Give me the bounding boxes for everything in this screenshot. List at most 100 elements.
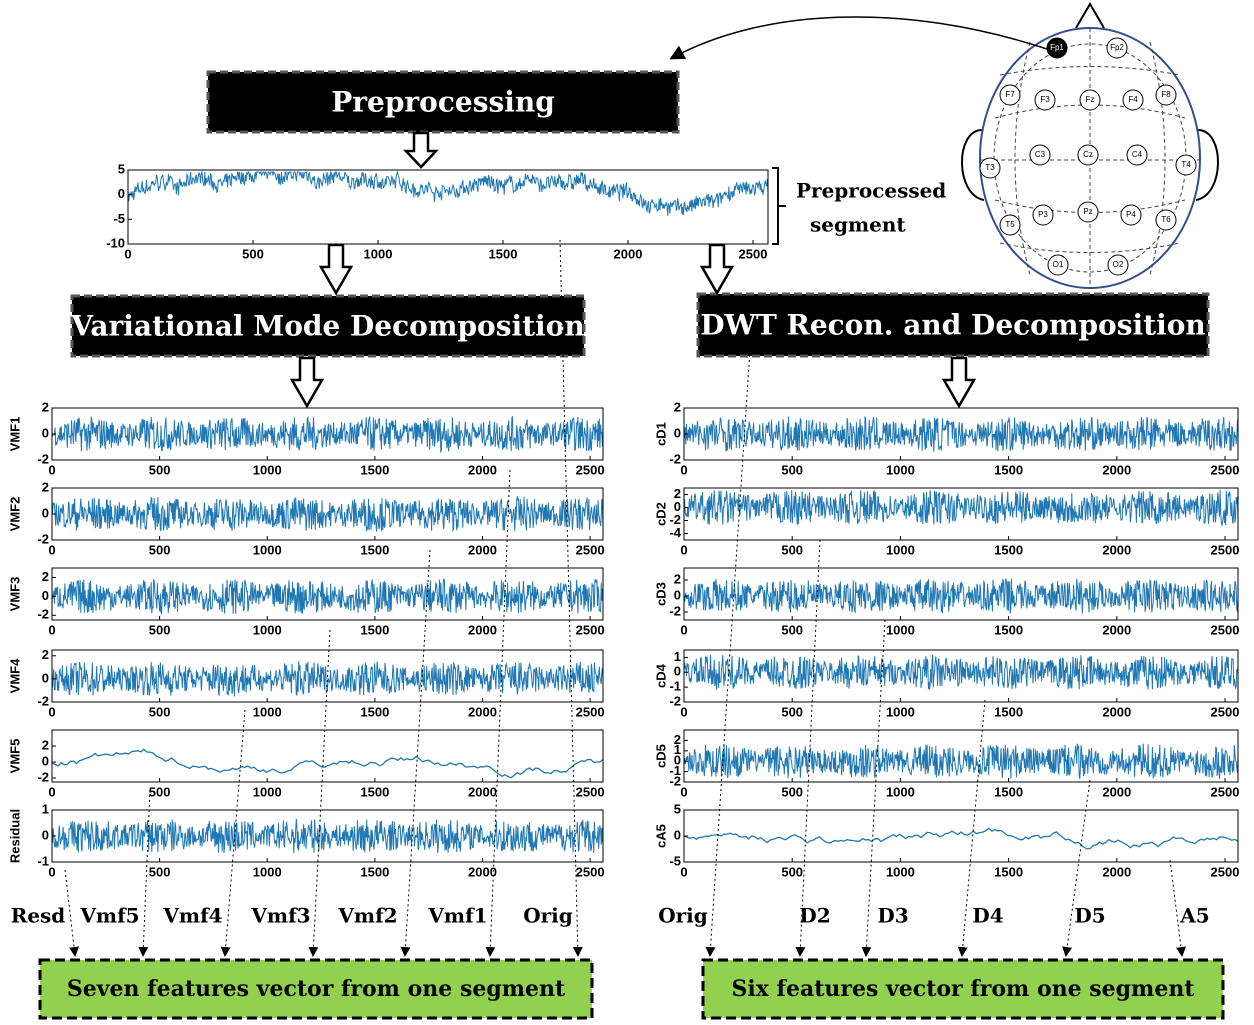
electrode-label: Fz [1086,95,1095,104]
electrode-label: F8 [1161,90,1171,99]
x-tick-label: 2500 [1211,784,1240,799]
feature-label: Vmf5 [79,904,139,928]
electrode-label: O2 [1113,260,1124,269]
electrode-label: Fp2 [1110,43,1124,52]
x-tick-label: 1000 [886,704,915,719]
electrode-label: C4 [1132,150,1143,159]
electrode-label: F4 [1128,95,1138,104]
x-tick-label: 2000 [1102,864,1131,879]
x-tick-label: 2000 [468,864,497,879]
y-tick-label: 1 [42,801,49,816]
feature-arrow [1066,780,1090,955]
seven-features-label: Seven features vector from one segment [67,976,566,1002]
electrode-label: F3 [1040,95,1050,104]
y-tick-label: 0 [42,670,49,685]
y-tick-label: 0 [118,186,125,201]
x-tick-label: 1000 [253,542,282,557]
y-tick-label: 0 [674,827,681,842]
x-tick-label: 2500 [576,622,605,637]
y-axis-label: cD4 [653,663,668,688]
y-tick-label: -5 [669,853,681,868]
y-tick-label: 0 [42,588,49,603]
waveform [52,416,603,451]
x-tick-label: 1500 [994,784,1023,799]
x-tick-label: 1500 [360,704,389,719]
feature-label: D5 [1074,904,1105,928]
y-tick-label: -1 [37,853,49,868]
y-tick-label: -1 [669,679,681,694]
x-tick-label: 1500 [994,704,1023,719]
x-tick-label: 0 [680,542,687,557]
y-tick-label: 2 [674,571,681,586]
electrode-label: O1 [1053,260,1064,269]
feature-arrow [65,870,75,955]
y-tick-label: -2 [37,451,49,466]
diagram: Preprocessing Variational Mode Decomposi… [0,0,1254,1025]
y-tick-label: 0 [42,753,49,768]
x-tick-label: 1000 [886,622,915,637]
x-tick-label: 2500 [576,864,605,879]
electrode-label: T6 [1161,215,1171,224]
plot-frame [684,810,1238,862]
x-tick-label: 2500 [1211,704,1240,719]
x-tick-label: 2000 [1102,784,1131,799]
y-axis-label: VMF4 [7,658,22,693]
dwt-label: DWT Recon. and Decomposition [700,309,1206,342]
y-tick-label: 2 [42,737,49,752]
x-tick-label: 1000 [253,704,282,719]
y-axis-label: VMF3 [7,577,22,612]
waveform [52,819,603,853]
x-tick-label: 1500 [994,864,1023,879]
x-tick-label: 0 [680,622,687,637]
x-tick-label: 2500 [739,246,768,261]
x-tick-label: 500 [149,462,171,477]
electrode-label: T3 [985,163,995,172]
electrode-label: C3 [1035,150,1046,159]
electrode-label: Fp1 [1050,43,1064,52]
waveform [684,490,1238,525]
x-tick-label: 500 [781,704,803,719]
y-tick-label: 0 [674,587,681,602]
plot-frame [684,568,1238,620]
x-tick-label: 1000 [886,542,915,557]
feature-label: Resd [11,904,66,928]
preprocessed-label: Preprocessed [796,179,946,203]
waveform [52,661,603,696]
y-tick-label: 2 [42,647,49,662]
feature-arrow [405,550,430,955]
y-tick-label: -2 [37,531,49,546]
y-axis-label: VMF2 [7,497,22,532]
waveform [684,744,1238,779]
y-tick-label: -2 [37,693,49,708]
y-tick-label: 2 [42,479,49,494]
x-tick-label: 1500 [994,462,1023,477]
y-tick-label: 2 [42,569,49,584]
x-tick-label: 1000 [253,622,282,637]
x-tick-label: 500 [781,622,803,637]
feature-label: D2 [799,904,830,928]
x-tick-label: 1000 [253,784,282,799]
y-tick-label: 0 [42,827,49,842]
x-tick-label: 500 [149,704,171,719]
x-tick-label: 500 [781,864,803,879]
x-tick-label: 2000 [468,622,497,637]
waveform [128,172,768,216]
flow-arrows [292,133,974,406]
x-tick-label: 2500 [576,542,605,557]
y-tick-label: 5 [118,161,125,176]
y-tick-label: -2 [669,451,681,466]
x-tick-label: 1500 [994,542,1023,557]
x-tick-label: 2000 [1102,462,1131,477]
x-tick-label: 500 [781,542,803,557]
electrode-label: F7 [1005,90,1015,99]
x-tick-label: 2500 [576,704,605,719]
y-axis-label: cD2 [653,502,668,526]
x-tick-label: 0 [48,704,55,719]
x-tick-label: 0 [48,864,55,879]
y-tick-label: 2 [674,399,681,414]
y-tick-label: 1 [674,649,681,664]
x-tick-label: 0 [680,864,687,879]
feature-label: Vmf2 [337,904,397,928]
x-tick-label: 1500 [360,622,389,637]
x-tick-label: 1000 [253,864,282,879]
